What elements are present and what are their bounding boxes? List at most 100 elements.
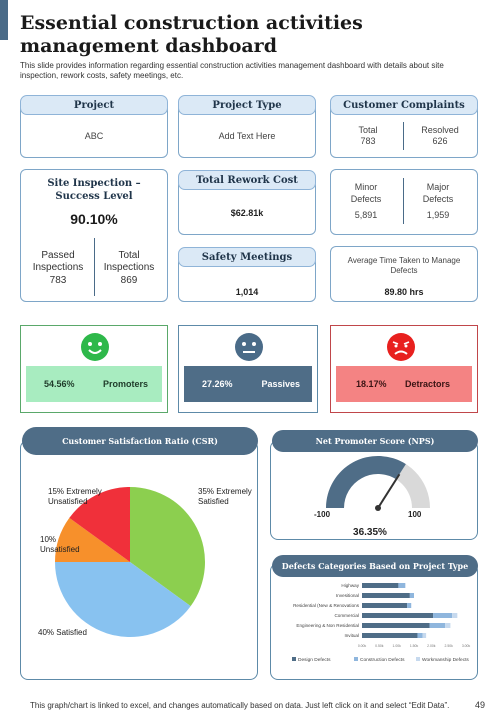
complaints-resolved-value: 626 — [432, 136, 448, 146]
bar-segment-0 — [362, 603, 408, 608]
happy-face-icon — [81, 333, 109, 361]
complaints-resolved-label: Resolved — [421, 125, 459, 135]
promoters-band: 54.56% Promoters — [26, 366, 162, 402]
csr-label-ext-unsat: 15% Extremely Unsatisfied — [48, 487, 102, 506]
defects-divider — [403, 178, 404, 224]
title-accent-bar — [0, 0, 8, 40]
pie-slice-3 — [69, 487, 130, 562]
gauge-fill — [326, 456, 406, 508]
defects-chart-title: Defects Categories Based on Project Type — [272, 555, 478, 577]
bar-marks: Highway Invesitional Residential (New & Re… — [292, 583, 470, 663]
detractors-pct: 18.17% — [356, 379, 387, 389]
project-value: ABC — [84, 131, 104, 141]
csr-pie-chart — [55, 487, 205, 637]
defects-chart-card — [270, 563, 478, 680]
bar-tick-label: 1.50k — [410, 644, 419, 648]
safety-value: 1,014 — [235, 287, 259, 297]
page-subtitle: This slide provides information regardin… — [20, 61, 444, 80]
bar-category-label: Commercial — [334, 613, 359, 618]
rework-label: Total Rework Cost — [178, 170, 316, 190]
bar-category-label: Invitual — [344, 633, 359, 638]
page-number: 49 — [475, 700, 486, 710]
project-type-label: Project Type — [178, 95, 316, 115]
avg-time-card — [330, 246, 478, 302]
bar-tick-label: 2.00k — [427, 644, 436, 648]
safety-label: Safety Meetings — [178, 247, 316, 267]
avg-time-label: Average Time Taken to Manage Defects — [347, 256, 461, 275]
detractors-label: Detractors — [404, 379, 450, 389]
rework-value: $62.81k — [230, 208, 264, 218]
total-inspections-value: 869 — [120, 275, 138, 286]
passed-inspections-value: 783 — [49, 275, 67, 286]
passives-pct: 27.26% — [202, 379, 233, 389]
gauge-needle — [377, 473, 401, 509]
defects-card — [330, 169, 478, 235]
site-inspection-value: 90.10% — [70, 211, 118, 227]
bar-segment-1 — [433, 613, 453, 618]
bar-segment-0 — [362, 633, 418, 638]
pie-slices — [55, 487, 205, 637]
bar-tick-label: 0.50k — [375, 644, 384, 648]
complaints-total-label: Total — [358, 125, 378, 135]
legend-swatch-2 — [416, 657, 420, 661]
footer-note: This graph/chart is linked to excel, and… — [30, 701, 450, 710]
bar-segment-1 — [429, 623, 446, 628]
legend-swatch-1 — [354, 657, 358, 661]
detractors-band: 18.17% Detractors — [336, 366, 472, 402]
bar-category-label: Residential (New & Renovations — [293, 603, 360, 608]
bar-tick-label: 2.50k — [445, 644, 454, 648]
bar-tick-label: 1.00k — [393, 644, 402, 648]
passed-inspections-label: Passed Inspections — [32, 250, 84, 273]
page-title: Essential construction activities manage… — [20, 12, 363, 57]
bar-tick-label: 3.00k — [462, 644, 471, 648]
project-label: Project — [20, 95, 168, 115]
passives-card: 27.26% Passives — [178, 325, 318, 413]
bar-tick-label: 0.00k — [358, 644, 367, 648]
bar-category-label: Engineering & Non Residential — [296, 623, 359, 628]
bar-segment-0 — [362, 623, 430, 628]
pie-slice-0 — [130, 487, 205, 607]
legend-swatch-0 — [292, 657, 296, 661]
bar-segment-2 — [422, 633, 427, 638]
bar-segment-2 — [445, 623, 451, 628]
total-inspections-label: Total Inspections — [103, 250, 155, 273]
project-type-value: Add Text Here — [218, 131, 276, 141]
legend-label-0: Design Defects — [298, 657, 331, 663]
promoters-label: Promoters — [102, 379, 148, 389]
complaints-total-value: 783 — [360, 136, 376, 146]
passives-label: Passives — [261, 379, 300, 389]
nps-max-label: 100 — [408, 510, 422, 519]
legend-label-1: Construction Defects — [360, 657, 405, 663]
inspection-divider — [94, 238, 95, 296]
promoters-pct: 54.56% — [44, 379, 75, 389]
nps-value: 36.35% — [353, 527, 387, 538]
nps-title: Net Promoter Score (NPS) — [272, 430, 478, 452]
complaints-divider — [403, 122, 404, 150]
bar-segment-0 — [362, 613, 434, 618]
bar-segment-1 — [409, 593, 414, 598]
legend-label-2: Workmanship Defects — [422, 657, 469, 663]
complaints-label: Customer Complaints — [330, 95, 478, 115]
bar-segment-1 — [407, 603, 412, 608]
bar-segment-2 — [452, 613, 458, 618]
nps-min-label: -100 — [314, 510, 331, 519]
pie-slice-2 — [55, 517, 130, 562]
pie-slice-1 — [55, 562, 191, 637]
csr-label-unsat: 10% Unsatisfied — [40, 535, 80, 554]
bar-segment-0 — [362, 583, 399, 588]
csr-label-sat: 40% Satisfied — [38, 628, 87, 637]
csr-label-ext-sat: 35% Extremely Satisfied — [198, 487, 252, 506]
bar-category-label: Highway — [341, 583, 359, 588]
neutral-face-icon — [235, 333, 263, 361]
bar-segment-1 — [398, 583, 406, 588]
promoters-card: 54.56% Promoters — [20, 325, 168, 413]
major-defects-value: 1,959 — [426, 210, 450, 220]
nps-gauge — [326, 456, 430, 511]
detractors-card: 18.17% Detractors — [330, 325, 478, 413]
defects-bar-chart: Highway Invesitional Residential (New & Re… — [292, 583, 470, 663]
passives-band: 27.26% Passives — [184, 366, 312, 402]
sad-face-icon — [387, 333, 415, 361]
bar-segment-1 — [417, 633, 423, 638]
bar-segment-0 — [362, 593, 410, 598]
minor-defects-label: Minor Defects — [350, 182, 382, 204]
